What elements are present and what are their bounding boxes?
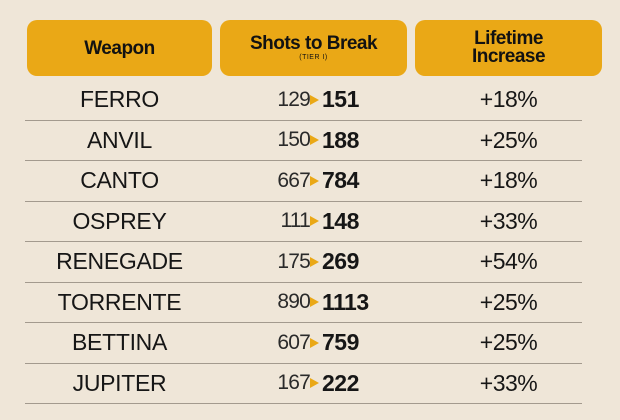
- shots-before: 607: [277, 330, 310, 354]
- shots-after: 759: [322, 329, 359, 356]
- shots-after: 151: [322, 86, 359, 113]
- arrow-right-icon: [310, 216, 319, 227]
- shots-after: 222: [322, 369, 359, 396]
- shots-to-break: 129 151: [220, 80, 407, 120]
- table-row: OSPREY 111 148 +33%: [25, 202, 582, 242]
- shots-before: 111: [280, 209, 310, 233]
- shots-to-break: 175 269: [220, 242, 407, 282]
- shots-after: 1113: [322, 288, 369, 315]
- arrow-right-icon: [310, 135, 319, 146]
- header-shots-to-break: Shots to Break (TIER I): [220, 20, 407, 76]
- shots-after: 784: [322, 167, 359, 194]
- table-row: TORRENTE 890 1113 +25%: [25, 283, 582, 323]
- lifetime-increase: +33%: [479, 369, 538, 396]
- lifetime-increase: +54%: [479, 248, 538, 275]
- table-row: FERRO 129 151 +18%: [25, 80, 582, 121]
- weapons-table-body: FERRO 129 151 +18% ANVIL 150 188 +25% CA…: [25, 80, 582, 404]
- weapon-name: OSPREY: [72, 207, 167, 234]
- arrow-right-icon: [310, 94, 319, 105]
- weapon-name: RENEGADE: [56, 248, 183, 275]
- table-row: JUPITER 167 222 +33%: [25, 364, 582, 404]
- table-row: CANTO 667 784 +18%: [25, 161, 582, 202]
- lifetime-increase: +18%: [479, 86, 538, 113]
- shots-before: 129: [277, 87, 310, 111]
- shots-to-break: 111 148: [220, 202, 407, 242]
- shots-after: 188: [322, 126, 359, 153]
- shots-to-break: 607 759: [220, 323, 407, 363]
- shots-before: 175: [277, 249, 310, 273]
- shots-to-break: 167 222: [220, 364, 407, 404]
- header-shots-sublabel: (TIER I): [299, 54, 328, 61]
- shots-to-break: 667 784: [220, 161, 407, 201]
- table-row: ANVIL 150 188 +25%: [25, 121, 582, 161]
- weapon-name: TORRENTE: [57, 288, 182, 315]
- shots-after: 148: [322, 207, 359, 234]
- shots-before: 667: [277, 168, 310, 192]
- table-row: BETTINA 607 759 +25%: [25, 323, 582, 364]
- shots-before: 890: [277, 290, 310, 314]
- shots-after: 269: [322, 248, 359, 275]
- arrow-right-icon: [310, 378, 319, 389]
- header-lifetime-increase: Lifetime Increase: [415, 20, 602, 76]
- header-weapon: Weapon: [27, 20, 212, 76]
- header-lifetime-line1: Lifetime: [474, 28, 543, 49]
- lifetime-increase: +33%: [479, 207, 538, 234]
- shots-to-break: 890 1113: [220, 283, 407, 323]
- weapon-name: ANVIL: [87, 126, 152, 153]
- weapon-name: JUPITER: [72, 369, 167, 396]
- arrow-right-icon: [310, 175, 319, 186]
- weapon-name: CANTO: [80, 167, 159, 194]
- weapon-name: BETTINA: [71, 329, 168, 356]
- weapon-name: FERRO: [79, 86, 159, 113]
- shots-before: 150: [277, 128, 310, 152]
- header-weapon-label: Weapon: [84, 37, 155, 59]
- header-shots-label: Shots to Break: [249, 33, 378, 54]
- lifetime-increase: +25%: [479, 329, 538, 356]
- shots-to-break: 150 188: [220, 121, 407, 161]
- lifetime-increase: +25%: [479, 288, 538, 315]
- arrow-right-icon: [310, 337, 319, 348]
- table-row: RENEGADE 175 269 +54%: [25, 242, 582, 283]
- lifetime-increase: +18%: [479, 167, 538, 194]
- shots-before: 167: [277, 371, 310, 395]
- header-lifetime-line2: Increase: [471, 46, 546, 67]
- arrow-right-icon: [310, 297, 319, 308]
- arrow-right-icon: [310, 256, 319, 267]
- lifetime-increase: +25%: [479, 126, 538, 153]
